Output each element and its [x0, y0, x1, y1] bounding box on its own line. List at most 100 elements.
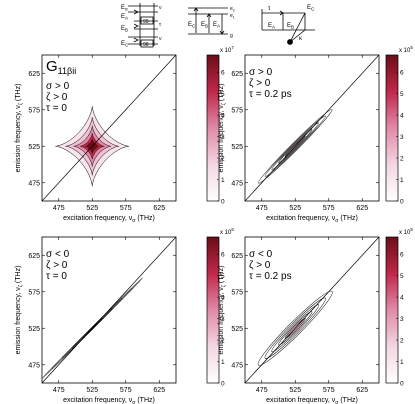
contour-3	[271, 304, 320, 353]
kinetic-scheme-diagram	[261, 9, 315, 45]
plot-area-2	[245, 55, 379, 201]
y-axis-label: emission frequency, νζ (THz)	[15, 266, 24, 355]
colorbar-tick-label: 1	[221, 359, 225, 366]
colorbar-tick-label: 1	[400, 177, 404, 184]
x-tick-label: 475	[256, 205, 268, 212]
kinetic-scheme-labels: EA EB EC τ κ	[268, 5, 315, 42]
y-axis-label: emission frequency, νζ (THz)	[218, 266, 227, 355]
x-tick-label: 625	[153, 205, 165, 212]
y-tick-label: 525	[231, 326, 243, 333]
colorbar-tick-label: 3	[221, 316, 225, 323]
parameter-label: ζ > 0	[249, 260, 271, 271]
colorbar-tick-label: 3	[221, 134, 225, 141]
plot-area-4	[245, 237, 379, 383]
levels-label-b: EB	[201, 22, 208, 29]
colorbar-tick-label: 6	[400, 252, 404, 259]
x-tick-label: 575	[323, 205, 335, 212]
colorbar-exponent: x 105	[399, 45, 413, 54]
colorbar-tick-label: 1	[400, 359, 404, 366]
y-axis-label: emission frequency, νζ (THz)	[218, 84, 227, 173]
colorbar-exponent: x 107	[220, 45, 234, 54]
colorbar-tick-label: 0	[400, 381, 404, 388]
parameter-label: ζ > 0	[46, 92, 68, 103]
y-tick-label: 525	[28, 326, 40, 333]
x-tick-label: 475	[53, 387, 65, 394]
colorbar-exponent: x 106	[220, 227, 234, 236]
colorbar	[206, 236, 220, 384]
colorbar-tick-label: 5	[400, 91, 404, 98]
contour-1	[258, 109, 333, 184]
colorbar-tick-label: 4	[400, 113, 404, 120]
colorbar-tick-label: 3	[400, 134, 404, 141]
colorbar-tick-label: 6	[221, 70, 225, 77]
parameter-label: ζ > 0	[46, 260, 68, 271]
y-tick-label: 575	[28, 289, 40, 296]
parameter-label: τ = 0.2 ps	[249, 271, 292, 282]
contour-4	[278, 129, 313, 164]
colorbar	[385, 236, 399, 384]
levels-label-c: EC	[188, 22, 196, 29]
ladder-label-e3: EB	[121, 26, 128, 33]
axes-frame	[244, 236, 380, 384]
colorbar-tick-label: 4	[400, 295, 404, 302]
x-tick-label: 525	[289, 205, 301, 212]
y-tick-label: 475	[231, 180, 243, 187]
colorbar	[385, 54, 399, 202]
ladder-label-e4: EC	[121, 41, 129, 48]
x-axis-label: excitation frequency, νσ (THz)	[266, 215, 358, 224]
x-tick-label: 625	[153, 387, 165, 394]
y-tick-label: 625	[231, 71, 243, 78]
x-axis-label: excitation frequency, νσ (THz)	[63, 397, 155, 404]
energy-level-labels: EC EB EA e2 e1 g	[188, 6, 235, 39]
colorbar-tick-label: 3	[400, 316, 404, 323]
levels-side-e1: e1	[230, 13, 235, 20]
y-tick-label: 475	[28, 180, 40, 187]
y-tick-label: 625	[28, 71, 40, 78]
parameter-label: τ = 0	[46, 271, 67, 282]
y-tick-label: 575	[231, 289, 243, 296]
x-tick-label: 525	[86, 387, 98, 394]
ladder-side-3: ν	[159, 36, 162, 42]
colorbar-exponent: x 105	[399, 227, 413, 236]
parameter-label: τ = 0	[46, 103, 67, 114]
y-tick-label: 475	[28, 362, 40, 369]
y-tick-label: 475	[231, 362, 243, 369]
colorbar-tick-label: 2	[221, 338, 225, 345]
parameter-label: τ = 0.2 ps	[249, 89, 292, 100]
colorbar-tick-label: 6	[400, 70, 404, 77]
levels-side-e2: e2	[230, 6, 235, 13]
ladder-box-1: 99	[143, 19, 149, 25]
x-tick-label: 475	[256, 387, 268, 394]
levels-label-a: EA	[213, 22, 220, 29]
parameter-label: σ < 0	[46, 249, 70, 260]
contour-4	[278, 311, 313, 346]
ladder-label-e2: EA	[121, 14, 128, 21]
y-tick-label: 625	[231, 253, 243, 260]
parameter-label: σ > 0	[249, 67, 273, 78]
y-tick-label: 575	[28, 107, 40, 114]
colorbar-tick-label: 0	[400, 199, 404, 206]
y-axis-label: emission frequency, νζ (THz)	[15, 84, 24, 173]
ladder-side-2: τ	[159, 22, 161, 28]
colorbar-tick-label: 4	[221, 113, 225, 120]
ladder-side-1: ν	[159, 5, 162, 11]
colorbar-tick-label: 5	[400, 273, 404, 280]
kinetic-rate-tau: τ	[268, 6, 271, 12]
x-tick-label: 625	[356, 205, 368, 212]
colorbar-tick-label: 2	[221, 156, 225, 163]
levels-side-g: g	[230, 33, 233, 39]
diagonal-line	[42, 237, 176, 383]
axes-frame	[41, 54, 177, 202]
parameter-label: σ < 0	[249, 249, 273, 260]
diagonal-line	[42, 55, 176, 201]
kinetic-label-b: EB	[287, 23, 294, 30]
contour-1	[257, 290, 333, 366]
y-tick-label: 575	[231, 107, 243, 114]
parameter-label: σ > 0	[46, 81, 70, 92]
ladder-label-e1: Eα	[121, 5, 128, 12]
diagonal-line	[245, 237, 379, 383]
